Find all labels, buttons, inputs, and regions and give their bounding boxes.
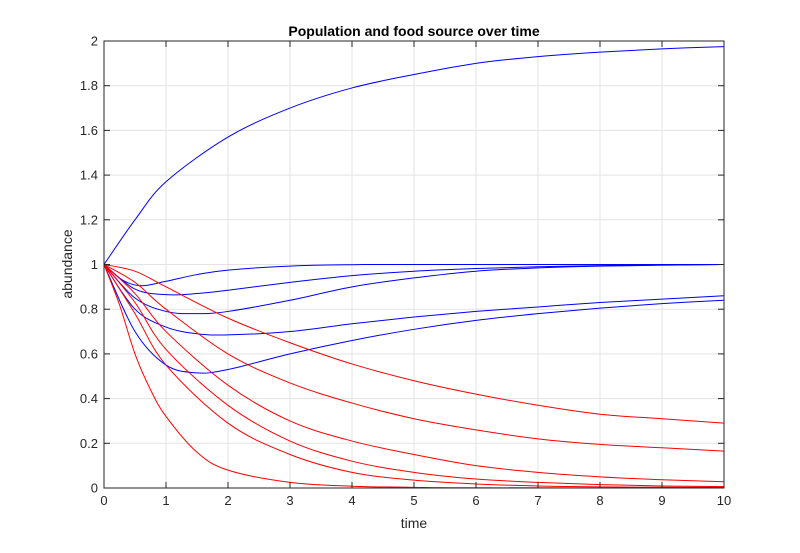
series-line-1 [103, 46, 725, 265]
x-tick-label: 3 [286, 493, 293, 508]
x-tick-label: 8 [596, 493, 603, 508]
y-tick-label: 1.8 [80, 78, 98, 93]
y-axis-label: abundance [59, 229, 75, 299]
y-tick-label: 0.4 [80, 391, 98, 406]
series-line-2 [103, 263, 725, 287]
y-tick-label: 0 [91, 481, 98, 496]
x-tick-label: 6 [472, 493, 479, 508]
x-tick-label: 4 [348, 493, 355, 508]
y-tick-label: 1 [91, 257, 98, 272]
series-line-7 [103, 264, 725, 424]
x-tick-label: 10 [717, 493, 731, 508]
x-tick-label: 9 [658, 493, 665, 508]
series-lines [103, 46, 725, 489]
series-line-4 [103, 264, 725, 315]
y-tick-label: 1.4 [80, 168, 98, 183]
y-tick-label: 1.6 [80, 123, 98, 138]
x-tick-label: 0 [100, 493, 107, 508]
y-tick-label: 0.2 [80, 436, 98, 451]
ticks: 0 1 2 3 4 5 6 7 8 9 10 0 0.2 0.4 0.6 0.8 1 1.2 1.4 1.6 1.8 2 [80, 34, 731, 509]
x-tick-label: 7 [534, 493, 541, 508]
series-line-11 [103, 264, 725, 489]
x-tick-label: 2 [224, 493, 231, 508]
x-axis-label: time [401, 515, 428, 531]
y-tick-label: 0.8 [80, 302, 98, 317]
x-tick-label: 1 [162, 493, 169, 508]
chart-title: Population and food source over time [288, 23, 539, 39]
y-tick-label: 0.6 [80, 346, 98, 361]
series-line-5 [103, 264, 725, 336]
series-line-3 [103, 264, 725, 296]
series-line-9 [103, 264, 725, 483]
x-tick-label: 5 [410, 493, 417, 508]
y-tick-label: 1.2 [80, 212, 98, 227]
series-line-8 [103, 264, 725, 452]
y-tick-label: 2 [91, 34, 98, 49]
